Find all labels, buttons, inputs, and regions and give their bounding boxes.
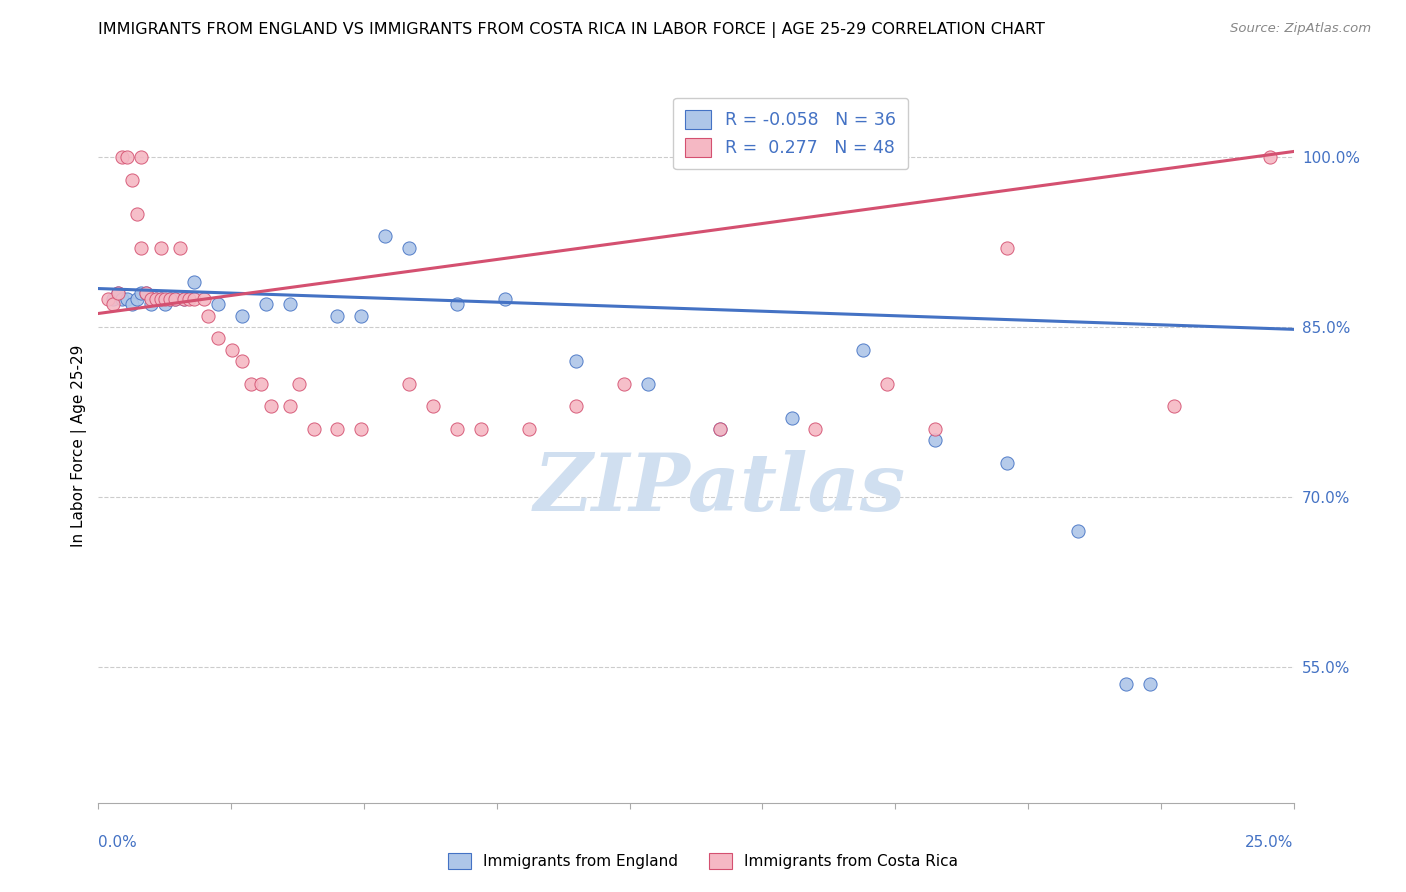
- Point: [111, 150, 134, 164]
- Point: [470, 422, 492, 436]
- Point: [259, 400, 281, 414]
- Point: [374, 229, 396, 244]
- Legend: Immigrants from England, Immigrants from Costa Rica: Immigrants from England, Immigrants from…: [441, 847, 965, 875]
- Point: [145, 292, 167, 306]
- Point: [254, 297, 277, 311]
- Point: [446, 422, 468, 436]
- Point: [163, 292, 186, 306]
- Point: [97, 292, 120, 306]
- Point: [101, 297, 124, 311]
- Point: [995, 241, 1018, 255]
- Point: [804, 422, 827, 436]
- Point: [139, 297, 162, 311]
- Point: [288, 376, 311, 391]
- Point: [179, 292, 201, 306]
- Text: ZIPatlas: ZIPatlas: [534, 450, 905, 527]
- Point: [149, 241, 172, 255]
- Point: [1067, 524, 1090, 538]
- Point: [139, 292, 162, 306]
- Point: [111, 292, 134, 306]
- Point: [1139, 677, 1161, 691]
- Point: [121, 173, 143, 187]
- Point: [231, 309, 253, 323]
- Point: [131, 241, 153, 255]
- Legend: R = -0.058   N = 36, R =  0.277   N = 48: R = -0.058 N = 36, R = 0.277 N = 48: [673, 98, 908, 169]
- Point: [131, 150, 153, 164]
- Text: 0.0%: 0.0%: [98, 836, 138, 850]
- Point: [240, 376, 263, 391]
- Point: [131, 286, 153, 301]
- Point: [398, 376, 420, 391]
- Point: [709, 422, 731, 436]
- Point: [193, 292, 215, 306]
- Point: [924, 422, 946, 436]
- Point: [159, 292, 181, 306]
- Point: [1258, 150, 1281, 164]
- Point: [207, 331, 229, 345]
- Point: [163, 292, 186, 306]
- Point: [155, 297, 177, 311]
- Point: [302, 422, 325, 436]
- Point: [197, 309, 219, 323]
- Point: [183, 292, 205, 306]
- Point: [398, 241, 420, 255]
- Point: [278, 400, 301, 414]
- Point: [350, 309, 373, 323]
- Point: [107, 286, 129, 301]
- Point: [207, 297, 229, 311]
- Point: [135, 286, 157, 301]
- Point: [115, 292, 138, 306]
- Point: [101, 292, 124, 306]
- Point: [995, 456, 1018, 470]
- Point: [637, 376, 659, 391]
- Point: [145, 292, 167, 306]
- Point: [250, 376, 273, 391]
- Text: IMMIGRANTS FROM ENGLAND VS IMMIGRANTS FROM COSTA RICA IN LABOR FORCE | AGE 25-29: IMMIGRANTS FROM ENGLAND VS IMMIGRANTS FR…: [98, 22, 1045, 38]
- Point: [565, 354, 588, 368]
- Point: [107, 286, 129, 301]
- Point: [326, 422, 349, 436]
- Point: [173, 292, 195, 306]
- Point: [173, 292, 195, 306]
- Point: [494, 292, 516, 306]
- Point: [155, 292, 177, 306]
- Point: [149, 292, 172, 306]
- Point: [135, 286, 157, 301]
- Point: [517, 422, 540, 436]
- Point: [876, 376, 898, 391]
- Point: [125, 207, 148, 221]
- Point: [125, 292, 148, 306]
- Y-axis label: In Labor Force | Age 25-29: In Labor Force | Age 25-29: [72, 345, 87, 547]
- Point: [350, 422, 373, 436]
- Text: 25.0%: 25.0%: [1246, 836, 1294, 850]
- Point: [149, 292, 172, 306]
- Point: [326, 309, 349, 323]
- Point: [852, 343, 875, 357]
- Point: [613, 376, 636, 391]
- Point: [121, 297, 143, 311]
- Point: [709, 422, 731, 436]
- Point: [183, 275, 205, 289]
- Point: [159, 292, 181, 306]
- Point: [1163, 400, 1185, 414]
- Point: [422, 400, 444, 414]
- Point: [221, 343, 243, 357]
- Point: [565, 400, 588, 414]
- Point: [780, 410, 803, 425]
- Point: [1115, 677, 1137, 691]
- Point: [446, 297, 468, 311]
- Point: [924, 434, 946, 448]
- Point: [231, 354, 253, 368]
- Point: [278, 297, 301, 311]
- Text: Source: ZipAtlas.com: Source: ZipAtlas.com: [1230, 22, 1371, 36]
- Point: [169, 241, 191, 255]
- Point: [115, 150, 138, 164]
